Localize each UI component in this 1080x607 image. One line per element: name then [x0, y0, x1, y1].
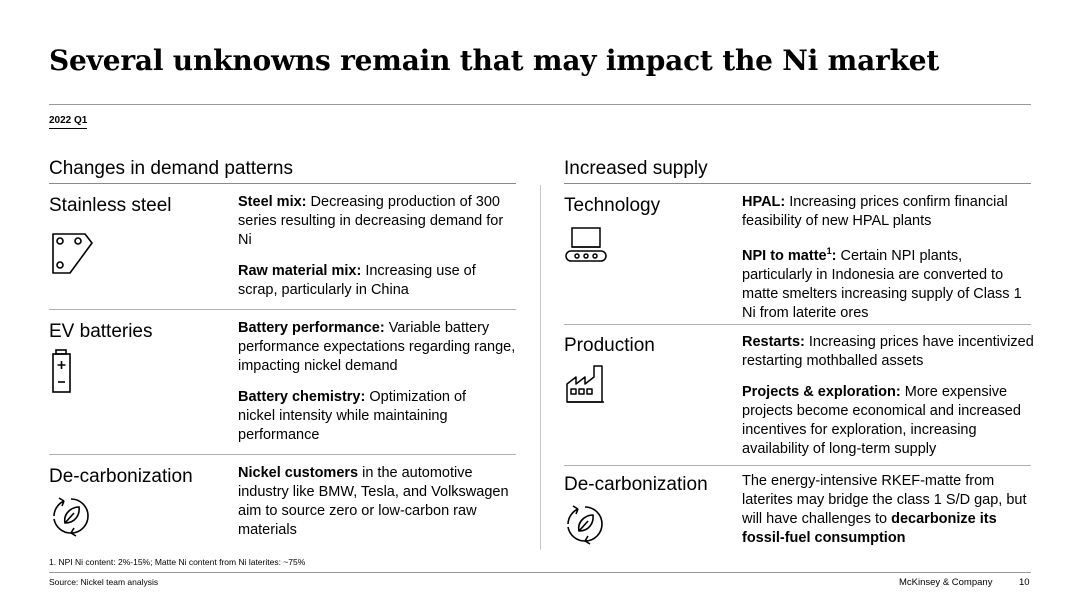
left-header-divider — [49, 183, 516, 184]
raw-material-mix-text: Raw material mix: Increasing use of scra… — [238, 263, 476, 298]
source-note: Source: Nickel team analysis — [49, 577, 159, 587]
nickel-customers-text: Nickel customers in the automotive indus… — [238, 465, 509, 538]
right-column-header: Increased supply — [564, 158, 708, 179]
section-divider — [564, 324, 1031, 325]
category-stainless-steel: Stainless steel — [49, 195, 172, 216]
battery-performance-text: Battery performance: Variable battery pe… — [238, 320, 516, 374]
footnote: 1. NPI Ni content: 2%-15%; Matte Ni cont… — [49, 557, 306, 567]
recycle-leaf-icon — [564, 503, 606, 545]
title-divider — [49, 104, 1031, 105]
steel-mix-text: Steel mix: Decreasing production of 300 … — [238, 194, 504, 248]
period-label: 2022 Q1 — [49, 115, 88, 129]
category-technology: Technology — [564, 195, 661, 216]
footer-divider — [49, 572, 1031, 573]
section-divider — [564, 465, 1031, 466]
section-divider — [49, 309, 516, 310]
recycle-leaf-icon — [50, 495, 92, 537]
hpal-text: HPAL: Increasing prices confirm financia… — [742, 194, 1008, 229]
battery-chemistry-text: Battery chemistry: Optimization of nicke… — [238, 389, 467, 443]
page-number: 10 — [1019, 577, 1030, 588]
category-ev-batteries: EV batteries — [49, 321, 153, 342]
conveyor-icon — [563, 225, 609, 265]
restarts-text: Restarts: Increasing prices have incenti… — [742, 334, 1034, 369]
column-divider — [540, 185, 541, 550]
left-column-header: Changes in demand patterns — [49, 158, 293, 179]
pipe-fitting-icon — [50, 229, 96, 275]
company-name: McKinsey & Company — [899, 577, 993, 588]
rkef-matte-text: The energy-intensive RKEF-matte from lat… — [742, 473, 1027, 546]
category-decarbonization-demand: De-carbonization — [49, 466, 193, 487]
section-divider — [49, 454, 516, 455]
category-decarbonization-supply: De-carbonization — [564, 474, 708, 495]
category-production: Production — [564, 335, 655, 356]
npi-to-matte-text: NPI to matte1: Certain NPI plants, parti… — [742, 246, 1022, 321]
battery-icon — [47, 348, 77, 394]
page-title: Several unknowns remain that may impact … — [49, 44, 940, 77]
factory-icon — [564, 360, 608, 404]
projects-exploration-text: Projects & exploration: More expensive p… — [742, 384, 1021, 457]
right-header-divider — [564, 183, 1031, 184]
